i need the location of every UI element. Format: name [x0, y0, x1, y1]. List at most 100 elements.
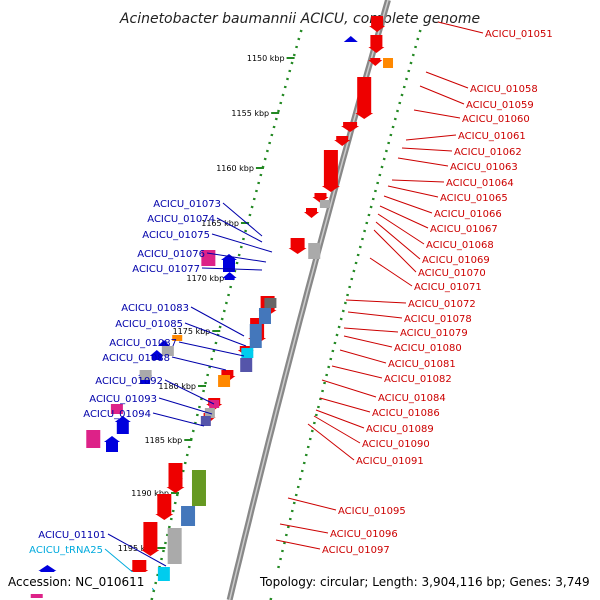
gene-label: ACICU_01051	[485, 29, 553, 40]
label-leader	[201, 267, 263, 271]
label-leader	[222, 202, 263, 237]
reverse-gene-arrow	[288, 238, 307, 254]
footer-backing	[252, 572, 600, 594]
gene-label: ACICU_01062	[454, 147, 522, 158]
feature-box	[200, 416, 211, 426]
label-leader	[171, 356, 227, 371]
topology-text: Topology: circular; Length: 3,904,116 bp…	[259, 575, 590, 589]
reverse-gene-arrow	[369, 16, 386, 32]
gene-label: ACICU_01101	[38, 530, 106, 541]
feature-box	[218, 375, 231, 387]
label-leader	[375, 221, 421, 260]
map-title: Acinetobacter baumannii ACICU, complete …	[119, 11, 480, 27]
gene-label: ACICU_01086	[372, 408, 440, 419]
gene-label: ACICU_01093	[89, 394, 157, 405]
gene-label: ACICU_01065	[440, 193, 508, 204]
scale-tick-label: 1195 kbp	[118, 544, 156, 553]
feature-box	[264, 298, 277, 308]
forward-gene-arrow	[149, 350, 164, 360]
reverse-gene-arrow	[341, 122, 360, 132]
scale-track-right	[269, 29, 422, 600]
gene-label: ACICU_01090	[362, 439, 430, 450]
gene-label: ACICU_01091	[356, 456, 424, 467]
forward-gene-arrow	[104, 436, 120, 452]
gene-label: ACICU_01094	[83, 409, 151, 420]
label-leader	[373, 229, 417, 273]
label-leader	[190, 306, 245, 337]
feature-box	[181, 506, 196, 526]
scale-track-left	[150, 29, 303, 600]
label-leader	[164, 379, 215, 405]
label-leader	[437, 21, 484, 34]
gene-label: ACICU_01083	[121, 303, 189, 314]
label-leader	[152, 412, 205, 427]
gene-label: ACICU_01077	[132, 264, 200, 275]
label-leader	[377, 213, 425, 245]
feature-box	[110, 404, 123, 414]
label-leader	[387, 185, 439, 198]
gene-label: ACICU_01060	[462, 114, 530, 125]
gene-label: ACICU_01064	[446, 178, 514, 189]
label-leader	[339, 349, 387, 364]
reverse-gene-arrow	[368, 35, 385, 53]
reverse-gene-arrow	[304, 208, 319, 218]
reverse-gene-arrow	[355, 77, 374, 119]
gene-label: ACICU_01066	[434, 209, 502, 220]
gene-label: ACICU_01087	[109, 338, 177, 349]
footer-backing	[0, 572, 152, 594]
label-leader	[313, 415, 361, 444]
scale-tick-label: 1190 kbp	[131, 489, 169, 498]
label-leader	[397, 157, 449, 167]
feature-box	[241, 348, 254, 358]
label-leader	[107, 533, 167, 567]
gene-label: ACICU_01059	[466, 100, 534, 111]
feature-box	[383, 58, 394, 68]
feature-box	[249, 324, 262, 348]
gene-label: ACICU_01079	[400, 328, 468, 339]
reverse-gene-arrow	[155, 494, 174, 520]
gene-label: ACICU_01073	[153, 199, 221, 210]
label-leader	[413, 109, 461, 119]
gene-label: ACICU_01082	[384, 374, 452, 385]
scale-tick-label: 1155 kbp	[231, 109, 269, 118]
label-leader	[287, 497, 337, 511]
feature-box	[319, 200, 330, 208]
gene-label: ACICU_01075	[142, 230, 210, 241]
gene-label: ACICU_01069	[422, 255, 490, 266]
label-leader	[319, 397, 371, 413]
gene-label: ACICU_01063	[450, 162, 518, 173]
scale-tick-label: 1185 kbp	[145, 436, 183, 445]
gene-label: ACICU_01078	[404, 314, 472, 325]
reverse-gene-arrow	[166, 463, 185, 493]
feature-box	[86, 430, 101, 448]
label-leader	[178, 341, 245, 357]
label-leader	[211, 233, 273, 253]
label-leader	[206, 252, 267, 263]
gene-label: ACICU_01080	[394, 343, 462, 354]
label-leader	[405, 134, 457, 141]
reverse-gene-arrow	[141, 522, 160, 556]
feature-box	[167, 528, 182, 564]
feature-box	[240, 358, 253, 372]
feature-box	[161, 346, 174, 356]
gene-label: ACICU_01074	[147, 214, 215, 225]
label-leader	[425, 71, 469, 89]
label-leader	[343, 327, 399, 333]
label-leader	[347, 311, 403, 319]
gene-label: ACICU_01092	[95, 376, 163, 387]
label-leader	[419, 85, 465, 105]
gene-label: ACICU_01095	[338, 506, 406, 517]
gene-label: ACICU_01072	[408, 299, 476, 310]
gene-label: ACICU_01068	[426, 240, 494, 251]
forward-gene-arrow	[343, 36, 358, 42]
gene-label: ACICU_01089	[366, 424, 434, 435]
gene-label: ACICU_01097	[322, 545, 390, 556]
reverse-gene-arrow	[334, 136, 351, 146]
scale-tick-label: 1175 kbp	[173, 327, 211, 336]
feature-box	[191, 470, 206, 506]
label-leader	[343, 335, 393, 348]
forward-gene-arrow	[222, 272, 237, 280]
gene-label: ACICU_01096	[330, 529, 398, 540]
